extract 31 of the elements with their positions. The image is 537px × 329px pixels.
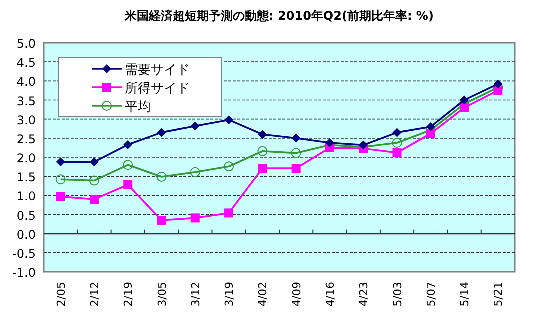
x-tick-label: 4/16 — [324, 282, 337, 307]
y-tick-label: 0.5 — [16, 208, 36, 223]
legend-label: 所得サイド — [125, 82, 190, 96]
y-tick-label: 4.0 — [16, 75, 36, 90]
legend-label: 需要サイド — [125, 63, 190, 78]
x-tick-label: 2/19 — [122, 282, 136, 307]
y-tick-label: 0.0 — [16, 228, 36, 242]
x-tick-label: 5/14 — [458, 282, 472, 307]
x-tick-label: 2/12 — [88, 282, 102, 307]
legend-label: 平均 — [125, 100, 151, 115]
y-tick-label: 2.0 — [16, 152, 36, 166]
chart-title: 米国経済超短期予測の動態: 2010年Q2(前期比年率: %) — [124, 9, 434, 23]
x-tick-label: 2/05 — [54, 282, 68, 307]
x-tick-label: 3/12 — [189, 282, 202, 307]
y-tick-label: -1.0 — [12, 266, 36, 280]
x-tick-label: 4/23 — [358, 282, 371, 307]
x-tick-label: 5/07 — [424, 282, 438, 307]
x-tick-label: 4/02 — [256, 282, 270, 307]
y-tick-label: 5.0 — [16, 37, 36, 51]
y-tick-label: 4.5 — [16, 56, 36, 70]
y-tick-label: 3.5 — [16, 94, 36, 108]
y-tick-label: 2.5 — [16, 132, 36, 146]
y-tick-label: -0.5 — [12, 246, 36, 261]
x-tick-label: 5/03 — [391, 282, 404, 307]
y-tick-label: 1.0 — [16, 190, 36, 204]
x-tick-label: 3/19 — [223, 282, 236, 307]
x-tick-label: 4/09 — [290, 282, 304, 307]
x-tick-label: 3/05 — [156, 282, 169, 307]
x-tick-label: 5/21 — [492, 282, 506, 307]
y-tick-label: 1.5 — [16, 170, 36, 185]
y-tick-label: 3.0 — [16, 113, 36, 128]
